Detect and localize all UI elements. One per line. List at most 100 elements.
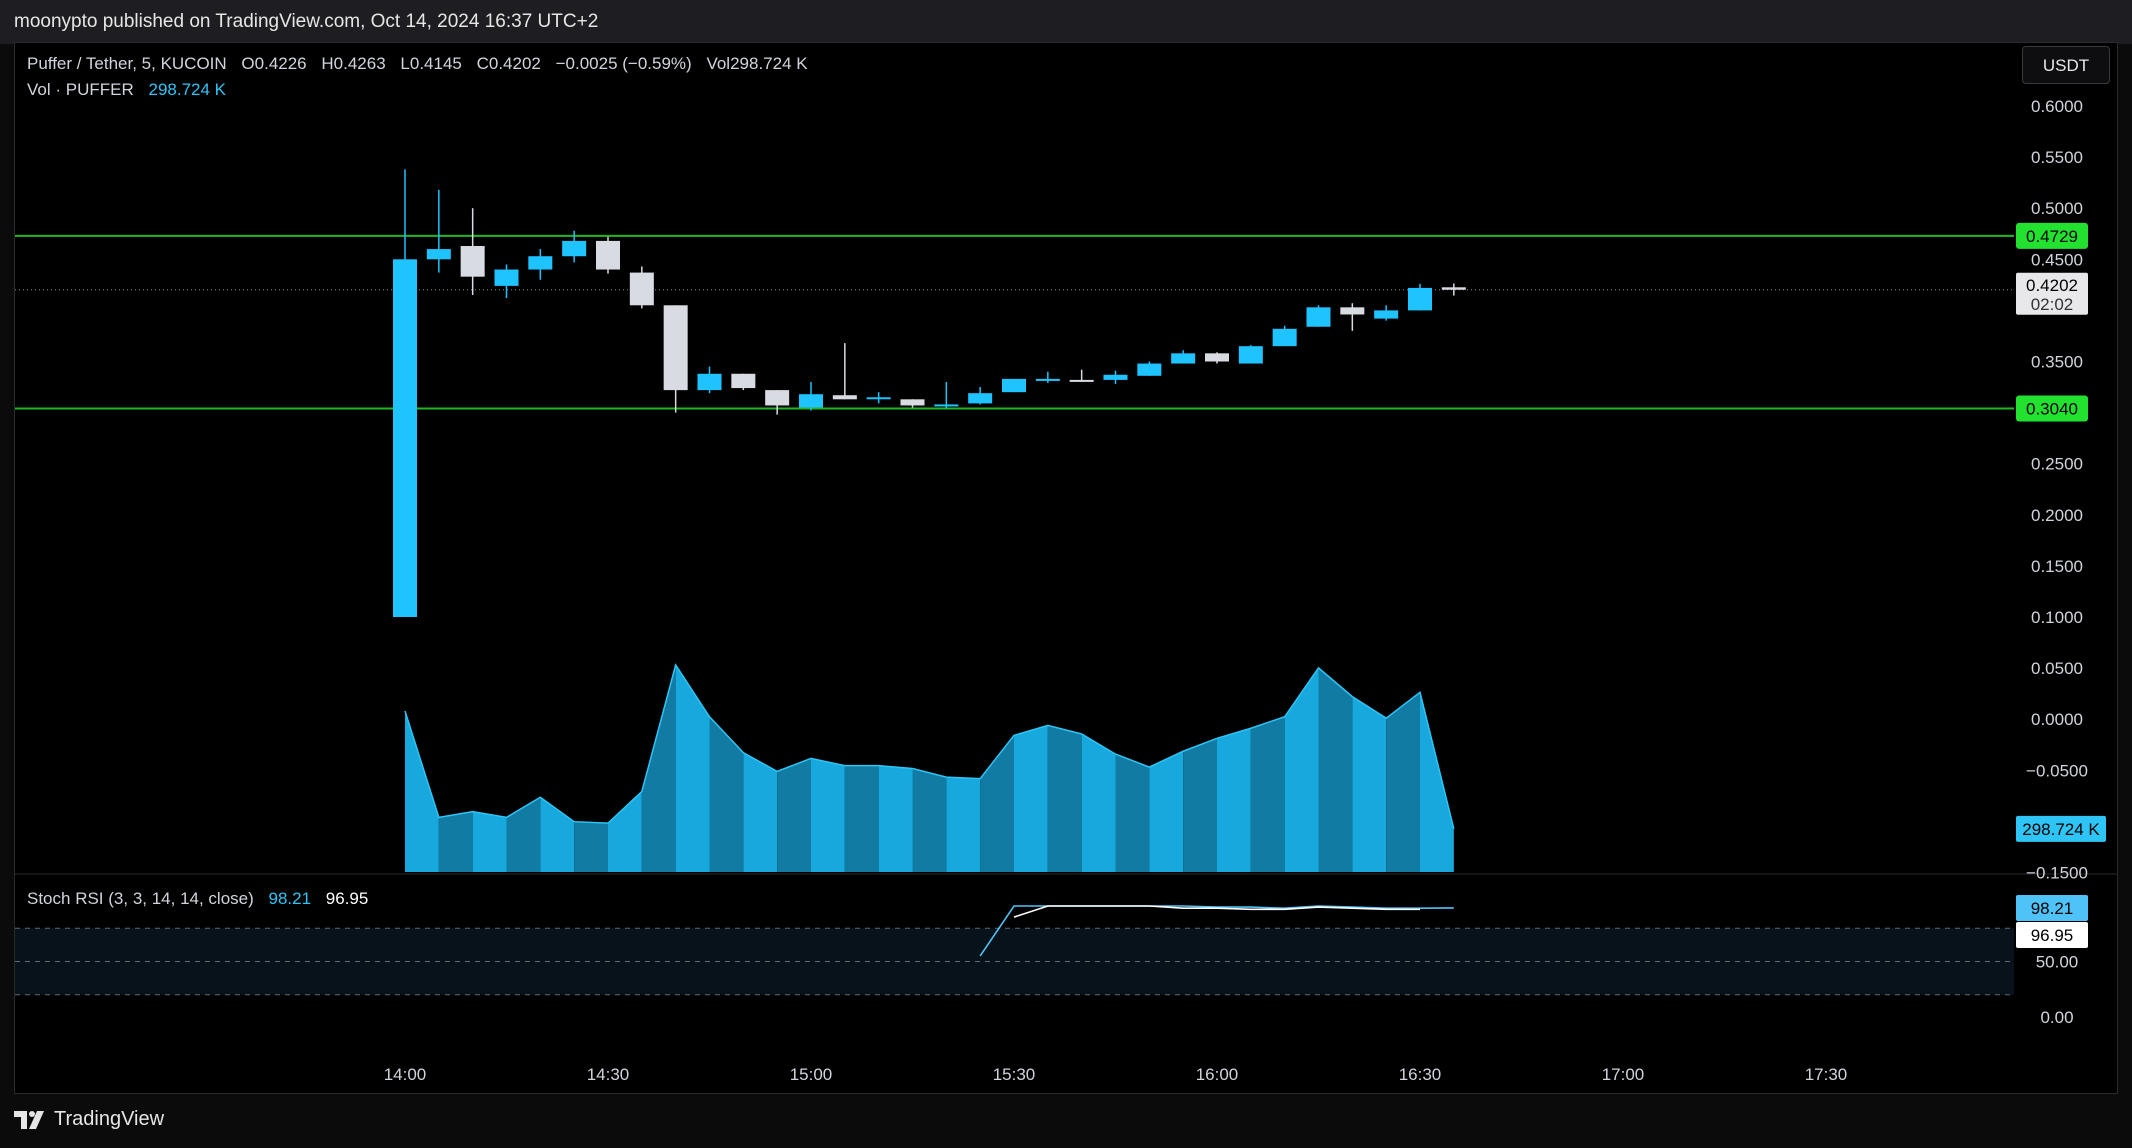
candle-body[interactable] [1103,374,1128,380]
brand[interactable]: TradingView [14,1108,164,1131]
price-tick-label: 0.2000 [2031,506,2083,525]
legend-volume: Vol298.724 K [706,54,808,73]
stoch-tick-label: 0.00 [2040,1008,2073,1027]
published-text: moonypto published on TradingView.com, O… [14,11,599,32]
candle-body[interactable] [426,249,451,260]
candle-body[interactable] [1171,353,1196,364]
time-tick-label: 16:00 [1196,1065,1239,1084]
stoch-band-fill [15,928,2014,995]
price-tick-label: 0.0000 [2031,710,2083,729]
volume-area-segment [811,758,845,872]
currency-button[interactable]: USDT [2022,46,2110,84]
candle-body[interactable] [1340,307,1365,315]
volume-area-segment [777,758,811,872]
level-label-bg [2016,395,2088,422]
candle-body[interactable] [629,272,654,306]
footer-bar [0,1096,2132,1148]
candle-body[interactable] [393,259,417,617]
time-tick-label: 16:30 [1399,1065,1442,1084]
candle-body[interactable] [1137,363,1162,376]
candle-body[interactable] [934,404,959,407]
legend-close: C0.4202 [476,54,541,73]
candle-body[interactable] [1306,307,1331,327]
price-tick-label: −0.1500 [2026,864,2088,883]
candle-body[interactable] [1272,328,1297,347]
level-label: 0.4729 [2026,227,2078,246]
volume-area-segment [675,665,710,872]
volume-area-segment [878,765,913,872]
candle-body[interactable] [1069,379,1094,382]
stoch-d-value: 96.95 [325,889,369,908]
volume-area-segment [1217,728,1251,872]
candle-body[interactable] [1035,378,1060,381]
last-price-label-bg [2016,272,2088,315]
volume-line [404,663,1455,830]
volume-label[interactable]: Vol · PUFFER [27,80,134,99]
candle-body[interactable] [494,269,519,286]
price-tick-label: 0.6000 [2031,97,2083,116]
volume-value-label: 298.724 K [2022,820,2100,839]
volume-area-segment [641,665,676,872]
candle-body[interactable] [1205,353,1229,362]
candle-body[interactable] [528,256,553,270]
legend-change: −0.0025 (−0.59%) [555,54,692,73]
price-tick-label: 0.3500 [2031,353,2083,372]
candle-body[interactable] [799,394,823,408]
volume-area-segment [1047,725,1082,872]
candle-body[interactable] [1238,346,1263,364]
stoch-k-label-bg [2016,894,2088,921]
volume-area-segment [540,797,575,872]
price-tick-label: −0.0500 [2026,761,2088,780]
brand-name: TradingView [54,1108,165,1130]
candle-body[interactable] [1408,287,1432,311]
candle-body[interactable] [1441,287,1466,290]
stoch-d-label: 96.95 [2031,926,2074,945]
level-label-bg [2016,222,2088,249]
candle-body[interactable] [765,390,790,406]
time-tick-label: 17:00 [1602,1065,1645,1084]
candle-body[interactable] [866,397,891,400]
volume-area-segment [1420,692,1454,872]
candle-body[interactable] [968,393,993,404]
volume-area-segment [1318,667,1353,872]
stoch-tick-label: 50.00 [2036,953,2079,972]
volume-area-segment [438,811,473,872]
chart-frame[interactable] [14,42,2118,1094]
candle-body[interactable] [697,373,722,391]
time-tick-label: 14:00 [384,1065,427,1084]
candle-body[interactable] [663,305,688,391]
price-tick-label: 0.2500 [2031,455,2083,474]
candle-body[interactable] [596,240,620,270]
price-chart[interactable]: 0.6000 0.5500 0.5000 0.4500 0.3500 0.2500 0.20… [0,0,2132,1096]
time-tick-label: 15:00 [790,1065,833,1084]
stoch-rsi-title[interactable]: Stoch RSI (3, 3, 14, 14, close) [27,889,254,908]
price-tick-label: 0.1500 [2031,557,2083,576]
volume-area-segment [743,752,778,872]
time-tick-label: 17:30 [1805,1065,1848,1084]
volume-value: 298.724 K [148,80,226,99]
volume-area-segment [472,811,507,872]
candle-body[interactable] [1374,310,1399,319]
symbol-name[interactable]: Puffer / Tether, 5, KUCOIN [27,54,227,73]
volume-area-segment [574,821,608,872]
candle-body[interactable] [1002,378,1026,393]
price-tick-label: 0.4500 [2031,250,2083,269]
price-tick-label: 0.5500 [2031,148,2083,167]
candle-body[interactable] [460,246,485,277]
volume-area-segment [1149,751,1184,872]
time-tick-label: 15:30 [993,1065,1036,1084]
legend-high: H0.4263 [321,54,386,73]
level-label: 0.3040 [2026,400,2078,419]
candle-body[interactable] [832,395,857,400]
stoch-k-label: 98.21 [2031,899,2074,918]
volume-area-segment [1115,754,1150,872]
price-legend: Puffer / Tether, 5, KUCOIN O0.4226 H0.42… [27,54,818,74]
volume-area-segment [608,791,642,872]
price-tick-label: 0.0500 [2031,659,2083,678]
volume-legend: Vol · PUFFER 298.724 K [27,80,236,100]
volume-area-segment [1081,734,1116,872]
candle-body[interactable] [731,373,756,389]
candle-body[interactable] [562,240,587,257]
legend-low: L0.4145 [400,54,462,73]
candle-body[interactable] [900,399,925,406]
